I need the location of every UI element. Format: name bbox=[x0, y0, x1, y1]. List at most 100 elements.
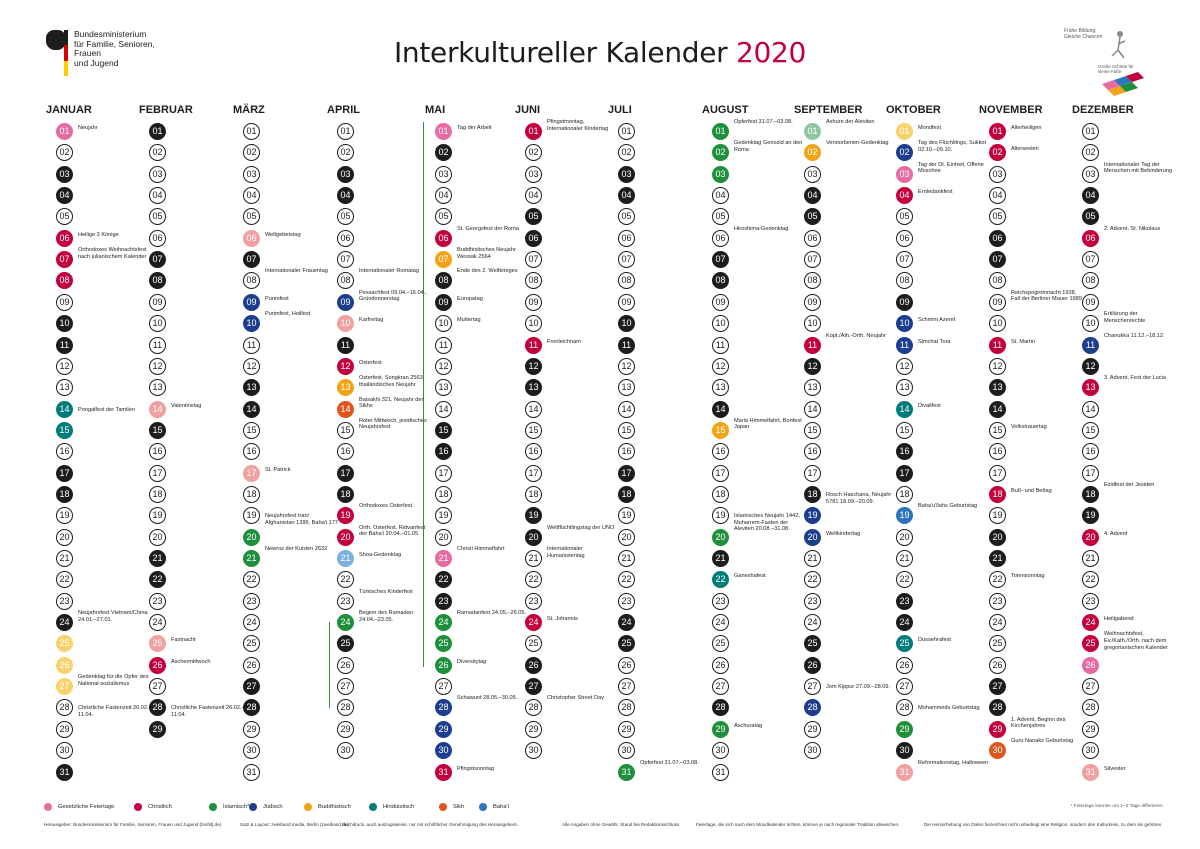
day-circle: 17 bbox=[56, 464, 73, 482]
day-circle: 18 bbox=[712, 485, 729, 503]
event-label: St. Martin bbox=[1011, 338, 1035, 345]
day-circle: 03 bbox=[712, 165, 729, 183]
day-row: 09 bbox=[896, 293, 1006, 314]
day-row: 20 bbox=[896, 528, 1006, 549]
ramadan-line-start bbox=[329, 622, 330, 708]
day-row: 26 bbox=[804, 656, 914, 677]
day-circle: 23 bbox=[243, 592, 260, 610]
day-circle: 13 bbox=[896, 379, 913, 397]
day-row: 03 bbox=[618, 165, 728, 186]
day-row: 17 bbox=[56, 464, 166, 485]
legend-item: Buddhistisch bbox=[304, 803, 351, 811]
day-circle: 02 bbox=[989, 144, 1006, 162]
day-row: 12 bbox=[618, 357, 728, 378]
day-circle: 26 bbox=[149, 656, 166, 674]
event-label: Heilige 3 Könige bbox=[78, 231, 119, 238]
day-circle: 14 bbox=[243, 400, 260, 418]
day-circle: 16 bbox=[525, 443, 542, 461]
day-row: 23 bbox=[435, 592, 545, 613]
day-row: 19 Orthodoxes Osterfest bbox=[337, 503, 447, 527]
day-row: 03 bbox=[804, 165, 914, 186]
day-row: 22 Totensonntag bbox=[989, 570, 1099, 591]
day-circle: 27 bbox=[337, 678, 354, 696]
day-circle: 20 bbox=[149, 528, 166, 546]
day-row: 25 bbox=[525, 634, 635, 655]
legend-item: Christlich bbox=[134, 803, 172, 811]
day-circle: 30 bbox=[896, 742, 913, 760]
day-circle: 23 bbox=[149, 592, 166, 610]
day-circle: 10 bbox=[149, 315, 166, 333]
day-row: 26 Diversitytag bbox=[435, 656, 545, 677]
day-row: 14 bbox=[712, 400, 822, 421]
day-row: 10 Schmini Azeret bbox=[896, 314, 1006, 335]
event-label: Erklärung der Menschenrechte bbox=[1104, 311, 1146, 324]
day-row: 18 bbox=[337, 485, 447, 506]
day-row: 05 bbox=[618, 207, 728, 228]
day-circle: 24 bbox=[1082, 614, 1099, 632]
day-row: 14 Baisakhi 321, Neujahr der Sikhs bbox=[337, 397, 447, 421]
day-row: 09 Europatag bbox=[435, 293, 545, 314]
event-label: Reichspogromnacht 1938, Fall der Berline… bbox=[1011, 289, 1082, 303]
day-circle: 08 bbox=[618, 272, 635, 290]
day-circle: 20 bbox=[435, 528, 452, 546]
month-column: OKTOBER 01 Mondfest 02 Tag des Flüchtlings, … bbox=[886, 103, 988, 793]
event-label: Fastnacht bbox=[171, 637, 196, 644]
day-circle: 20 bbox=[618, 528, 635, 546]
day-circle: 03 bbox=[149, 165, 166, 183]
day-circle: 30 bbox=[989, 742, 1006, 760]
day-circle: 09 bbox=[804, 293, 821, 311]
day-row: 22 bbox=[896, 570, 1006, 591]
day-row: 30 bbox=[525, 741, 635, 762]
day-circle: 26 bbox=[243, 656, 260, 674]
day-circle: 12 bbox=[337, 357, 354, 375]
day-row: 26 bbox=[525, 656, 635, 677]
day-row: 07 bbox=[989, 250, 1099, 271]
day-circle: 08 bbox=[337, 272, 354, 290]
day-circle: 10 bbox=[1082, 315, 1099, 333]
day-circle: 25 bbox=[149, 635, 166, 653]
day-circle: 31 bbox=[56, 763, 73, 781]
day-circle: 21 bbox=[56, 550, 73, 567]
day-circle: 27 bbox=[243, 678, 260, 696]
day-circle: 31 bbox=[1082, 763, 1099, 781]
month-column: DEZEMBER 01 02 03 Internationaler Tag der Me… bbox=[1072, 103, 1172, 793]
page-title: Interkultureller Kalender 2020 bbox=[0, 36, 1200, 69]
day-circle: 20 bbox=[1082, 528, 1099, 546]
day-circle: 31 bbox=[435, 763, 452, 781]
ministry-logo: Bundesministerium für Familie, Senioren,… bbox=[44, 29, 184, 76]
day-row: 06 bbox=[337, 229, 447, 250]
day-row: 21 bbox=[149, 549, 259, 570]
day-row: 10 bbox=[56, 314, 166, 335]
day-row: 14 bbox=[435, 400, 545, 421]
day-circle: 11 bbox=[435, 336, 452, 354]
day-row: 11 bbox=[435, 336, 545, 357]
day-row: 31 bbox=[712, 763, 822, 784]
day-row: 05 bbox=[56, 207, 166, 228]
day-row: 09 bbox=[804, 293, 914, 314]
day-row: 06 bbox=[618, 229, 728, 250]
day-row: 22 bbox=[337, 570, 447, 591]
event-label: Hiroshima-Gedenktag bbox=[734, 225, 789, 232]
day-row: 05 bbox=[804, 207, 914, 228]
event-label: Karfreitag bbox=[359, 317, 384, 324]
day-row: 30 bbox=[337, 741, 447, 762]
day-row: 23 bbox=[1082, 592, 1192, 613]
day-row: 09 bbox=[712, 293, 822, 314]
event-label: Internationaler Tag der Menschen mit Beh… bbox=[1104, 161, 1173, 175]
day-circle: 08 bbox=[1082, 272, 1099, 290]
event-label: Gedenktag für die Opfer des National-soz… bbox=[78, 674, 149, 687]
event-label: Muttertag bbox=[457, 317, 481, 324]
day-row: 25 Weihnachtsfest, Ev./Kath./Orth. nach d… bbox=[1082, 631, 1192, 655]
day-row: 23 bbox=[56, 592, 166, 613]
day-row: 06 bbox=[525, 229, 635, 250]
day-row: 28 Mohammeds Geburtstag bbox=[896, 698, 1006, 719]
month-column: NOVEMBER 01 Allerheiligen 02 Allerseelen 03 04… bbox=[979, 103, 1082, 793]
day-circle: 29 bbox=[1082, 720, 1099, 738]
day-circle: 27 bbox=[149, 678, 166, 696]
day-row: 18 Buß- und Bettag bbox=[989, 485, 1099, 506]
day-row: 20 Orth. Osterfest, Ridvanfest der Baha'i… bbox=[337, 525, 447, 549]
day-row: 05 bbox=[243, 207, 353, 228]
day-circle: 25 bbox=[525, 635, 542, 653]
event-label: Valentinstag bbox=[171, 402, 202, 409]
day-row: 07 Buddhistisches Neujahr Wessak 2564 bbox=[435, 247, 545, 271]
